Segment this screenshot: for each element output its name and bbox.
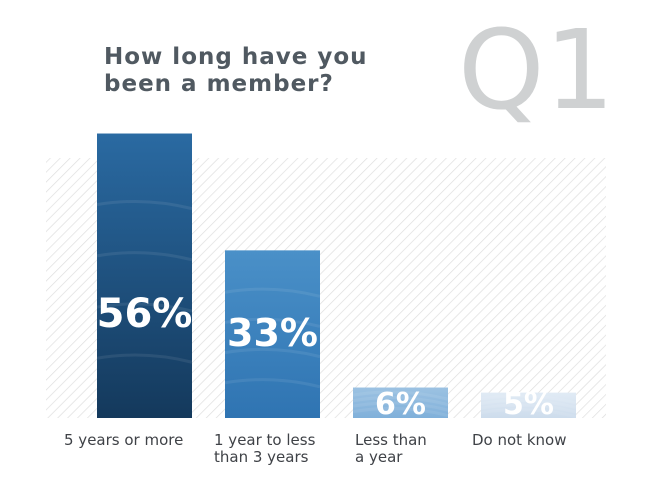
title-line-1: How long have you: [104, 44, 368, 70]
bar-texture: [352, 406, 449, 418]
bar-texture: [96, 302, 193, 313]
page-title: How long have you been a member?: [104, 44, 434, 98]
bar-value-label: 6%: [375, 387, 426, 422]
bar: [225, 250, 320, 418]
bar-texture: [224, 317, 321, 328]
bar-texture: [224, 347, 321, 359]
bar-texture: [480, 407, 577, 419]
title-line-2: been a member?: [104, 71, 334, 97]
bar-texture: [480, 394, 577, 405]
bar-texture: [352, 401, 449, 412]
bar-texture: [96, 199, 193, 211]
bar-texture: [480, 403, 577, 414]
category-label-line: a year: [355, 448, 403, 466]
bar-value-label: 56%: [97, 291, 193, 337]
category-label-line: 1 year to less: [214, 431, 316, 449]
bar-texture: [224, 287, 321, 298]
bar-texture: [96, 353, 193, 364]
bar-texture: [352, 395, 449, 407]
bar-texture: [480, 398, 577, 409]
bar: [481, 392, 576, 418]
bar: [97, 133, 192, 418]
bar-value-label: 33%: [227, 311, 318, 355]
bar-texture: [352, 390, 449, 401]
bar-texture: [224, 378, 321, 389]
bar-texture: [96, 251, 193, 262]
category-label-line: Less than: [355, 431, 427, 449]
category-label-line: 5 years or more: [64, 431, 184, 449]
category-label-line: than 3 years: [214, 448, 309, 466]
question-number: Q1: [458, 6, 615, 134]
category-label: Do not know: [472, 432, 566, 449]
category-label: Less than a year: [355, 432, 427, 466]
category-label-line: Do not know: [472, 431, 567, 449]
bar-value-label: 5%: [503, 387, 554, 422]
bar: [353, 387, 448, 418]
category-label: 5 years or more: [64, 432, 183, 449]
category-label: 1 year to less than 3 years: [214, 432, 315, 466]
